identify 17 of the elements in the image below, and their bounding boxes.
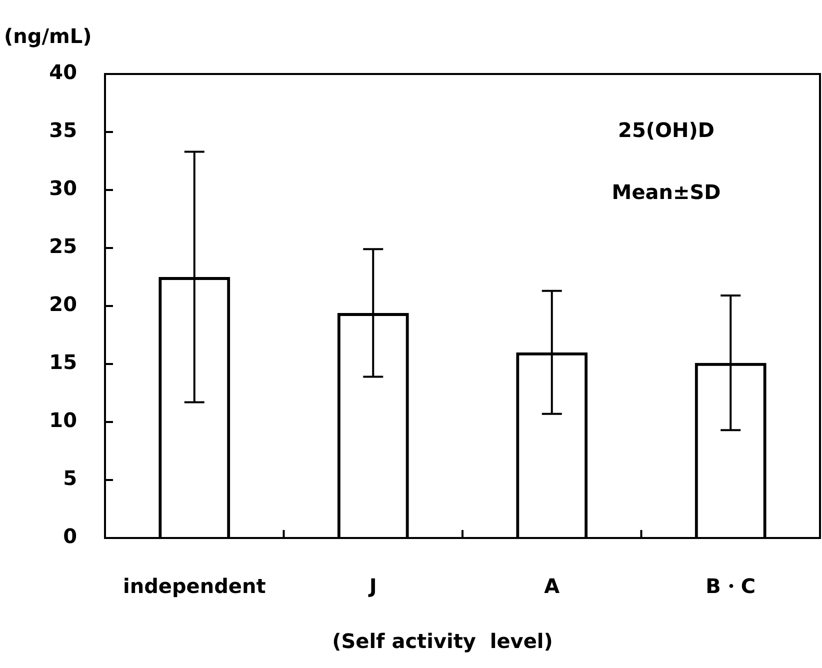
y-tick-label: 20 xyxy=(49,292,77,316)
annotation: Mean±SD xyxy=(612,180,721,204)
y-tick-label: 25 xyxy=(49,234,77,258)
y-tick-label: 35 xyxy=(49,118,77,142)
x-tick-label: J xyxy=(367,574,377,598)
x-tick-label: A xyxy=(544,574,560,598)
y-tick-label: 0 xyxy=(63,524,77,548)
x-tick-label: independent xyxy=(122,574,266,598)
y-axis-title: (ng/mL) xyxy=(4,24,92,48)
y-tick-label: 40 xyxy=(49,60,77,84)
y-tick-label: 5 xyxy=(63,466,77,490)
y-tick-label: 15 xyxy=(49,350,77,374)
x-tick-label: B・C xyxy=(706,574,756,598)
y-tick-label: 30 xyxy=(49,176,77,200)
x-axis-title: (Self activity level) xyxy=(332,629,553,654)
y-tick-label: 10 xyxy=(49,408,77,432)
annotation: 25(OH)D xyxy=(618,118,715,142)
